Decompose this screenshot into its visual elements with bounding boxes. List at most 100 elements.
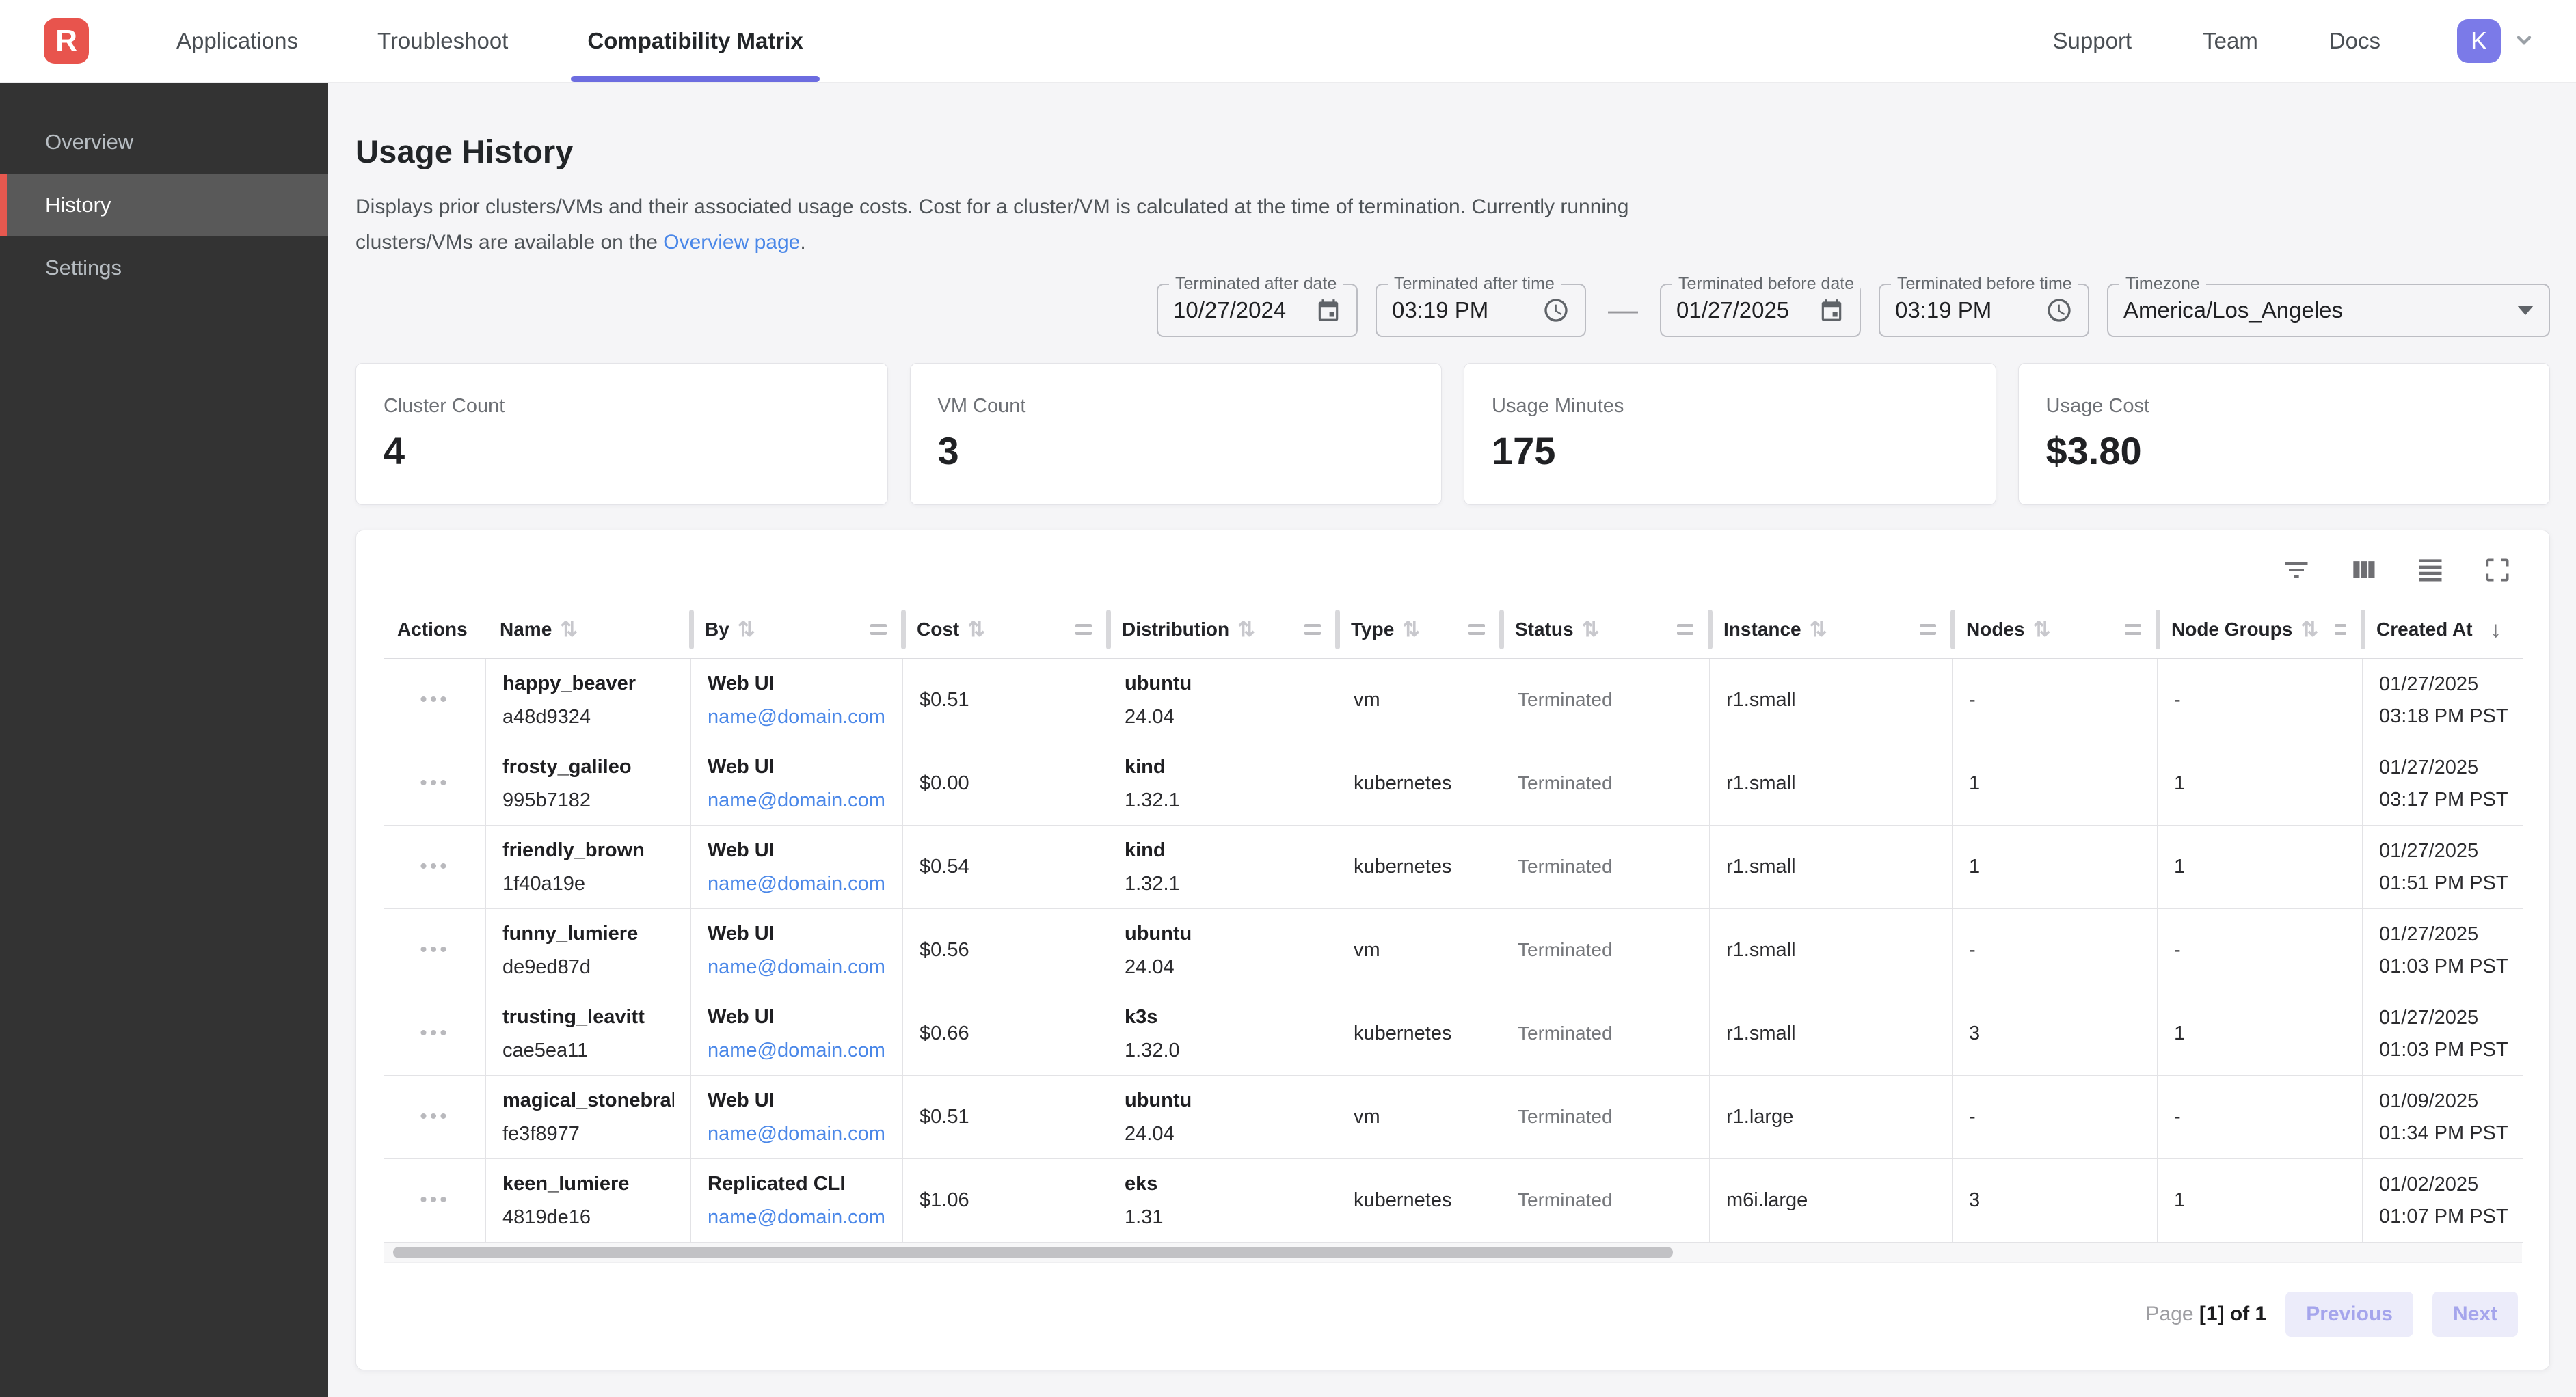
cell-actions: ••• (384, 909, 486, 992)
clock-icon[interactable] (1525, 297, 1570, 324)
terminated-after-date-field[interactable]: Terminated after date 10/27/2024 (1157, 274, 1358, 337)
horizontal-scrollbar[interactable] (384, 1243, 2522, 1263)
overview-page-link[interactable]: Overview page (663, 231, 801, 254)
cell-nodes: - (1953, 659, 2158, 742)
sort-icon[interactable]: ⇅ (967, 617, 986, 641)
created-by-email[interactable]: name@domain.com (708, 705, 885, 728)
sort-icon[interactable]: ⇅ (1809, 617, 1827, 641)
row-actions-button[interactable]: ••• (420, 855, 450, 878)
previous-page-button[interactable]: Previous (2285, 1292, 2413, 1337)
cell-cost: $0.51 (903, 1076, 1108, 1159)
col-header-status[interactable]: Status ⇅ (1501, 600, 1713, 659)
sort-icon[interactable]: ⇅ (1237, 617, 1256, 641)
col-label: Created At (2376, 618, 2473, 640)
cell-status: Terminated (1501, 659, 1710, 742)
status-value: Terminated (1518, 1106, 1613, 1127)
tab-compatibility-matrix[interactable]: Compatibility Matrix (571, 0, 820, 82)
columns-icon[interactable] (2347, 554, 2380, 586)
cell-node-groups: - (2158, 909, 2363, 992)
col-header-by[interactable]: By ⇅ (691, 600, 906, 659)
sidebar-item-history[interactable]: History (0, 174, 328, 236)
column-menu-icon[interactable] (1677, 623, 1693, 635)
sort-icon[interactable]: ⇅ (2032, 617, 2051, 641)
created-by-email[interactable]: name@domain.com (708, 955, 885, 978)
nodes-value: - (1969, 689, 1976, 711)
row-actions-button[interactable]: ••• (420, 938, 450, 961)
column-menu-icon[interactable] (1468, 623, 1485, 635)
col-header-created-at[interactable]: Created At ↓ (2363, 600, 2523, 659)
calendar-icon[interactable] (1298, 297, 1341, 323)
col-header-cost[interactable]: Cost ⇅ (903, 600, 1111, 659)
clock-icon[interactable] (2028, 297, 2073, 324)
terminated-before-date-field[interactable]: Terminated before date 01/27/2025 (1660, 274, 1861, 337)
terminated-before-time-field[interactable]: Terminated before time 03:19 PM (1879, 274, 2089, 337)
column-menu-icon[interactable] (870, 623, 887, 635)
nav-link-docs[interactable]: Docs (2329, 28, 2380, 53)
created-by-email[interactable]: name@domain.com (708, 1039, 885, 1061)
field-value: 10/27/2024 (1173, 297, 1287, 323)
column-menu-icon[interactable] (1920, 623, 1936, 635)
created-by-email[interactable]: name@domain.com (708, 1206, 885, 1228)
sort-icon[interactable]: ⇅ (737, 617, 755, 641)
user-menu-button[interactable]: K (2457, 19, 2538, 63)
column-menu-icon[interactable] (2125, 623, 2141, 635)
avatar: K (2457, 19, 2501, 63)
sort-icon[interactable]: ⇅ (560, 617, 578, 641)
column-resize-handle[interactable] (689, 609, 694, 649)
sidebar-item-overview[interactable]: Overview (0, 111, 328, 174)
col-header-instance[interactable]: Instance ⇅ (1710, 600, 1955, 659)
column-menu-icon[interactable] (1304, 623, 1321, 635)
row-actions-button[interactable]: ••• (420, 772, 450, 794)
created-by-email[interactable]: name@domain.com (708, 1122, 885, 1145)
column-resize-handle[interactable] (2156, 609, 2160, 649)
page-description: Displays prior clusters/VMs and their as… (355, 189, 2550, 260)
row-actions-button[interactable]: ••• (420, 1105, 450, 1128)
status-value: Terminated (1518, 772, 1613, 794)
col-header-type[interactable]: Type ⇅ (1337, 600, 1504, 659)
created-by-email[interactable]: name@domain.com (708, 872, 885, 895)
row-actions-button[interactable]: ••• (420, 1189, 450, 1211)
col-header-distribution[interactable]: Distribution ⇅ (1108, 600, 1340, 659)
tab-label: Applications (176, 28, 298, 53)
sidebar-item-settings[interactable]: Settings (0, 236, 328, 299)
column-resize-handle[interactable] (901, 609, 906, 649)
created-by-email[interactable]: name@domain.com (708, 789, 885, 811)
calendar-icon[interactable] (1801, 297, 1844, 323)
next-page-button[interactable]: Next (2432, 1292, 2518, 1337)
node-groups-value: - (2174, 689, 2181, 711)
replicated-logo[interactable]: R (44, 18, 89, 64)
sort-icon[interactable]: ⇅ (1402, 617, 1421, 641)
sort-desc-icon[interactable]: ↓ (2490, 616, 2502, 642)
row-actions-button[interactable]: ••• (420, 688, 450, 711)
nav-link-support[interactable]: Support (2052, 28, 2132, 53)
col-header-name[interactable]: Name ⇅ (486, 600, 694, 659)
col-header-node-groups[interactable]: Node Groups ⇅ (2158, 600, 2365, 659)
column-resize-handle[interactable] (1499, 609, 1504, 649)
fullscreen-icon[interactable] (2481, 554, 2514, 586)
col-header-nodes[interactable]: Nodes ⇅ (1953, 600, 2160, 659)
scrollbar-thumb[interactable] (393, 1247, 1673, 1258)
cluster-id: cae5ea11 (502, 1039, 589, 1061)
sort-icon[interactable]: ⇅ (1581, 617, 1600, 641)
column-menu-icon[interactable] (1075, 623, 1092, 635)
distribution: ubuntu (1125, 922, 1192, 945)
cell-by: Web UI name@domain.com (691, 742, 903, 826)
column-resize-handle[interactable] (2361, 609, 2365, 649)
column-resize-handle[interactable] (1950, 609, 1955, 649)
avatar-initial: K (2470, 27, 2487, 55)
terminated-after-time-field[interactable]: Terminated after time 03:19 PM (1376, 274, 1586, 337)
column-resize-handle[interactable] (1708, 609, 1713, 649)
column-resize-handle[interactable] (1335, 609, 1340, 649)
tab-troubleshoot[interactable]: Troubleshoot (371, 0, 515, 82)
timezone-select[interactable]: Timezone America/Los_Angeles (2107, 274, 2550, 337)
tab-applications[interactable]: Applications (170, 0, 305, 82)
column-menu-icon[interactable] (2335, 623, 2346, 635)
nav-link-team[interactable]: Team (2203, 28, 2258, 53)
filter-icon[interactable] (2280, 554, 2313, 586)
column-resize-handle[interactable] (1106, 609, 1111, 649)
col-header-actions: Actions (384, 600, 486, 659)
nodes-value: 3 (1969, 1022, 1981, 1044)
density-icon[interactable] (2414, 554, 2447, 586)
sort-icon[interactable]: ⇅ (2300, 617, 2319, 641)
row-actions-button[interactable]: ••• (420, 1022, 450, 1044)
